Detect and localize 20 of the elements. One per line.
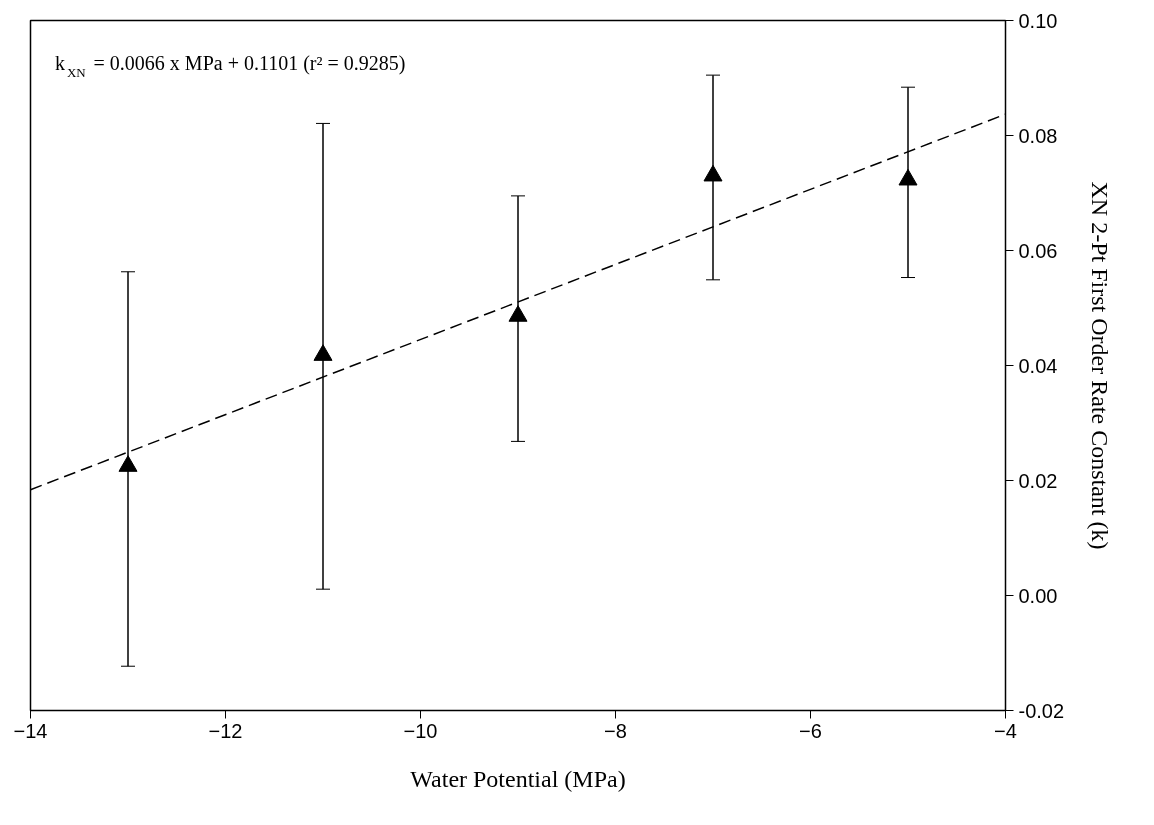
point (313, 344, 333, 361)
y-tick-label: 0.04 (1018, 354, 1058, 377)
point (703, 164, 723, 182)
x-tick-label: −14 (13, 719, 48, 742)
point (508, 305, 528, 322)
y-axis-title: XN 2-Pt First Order Rate Constant (k) (1087, 181, 1114, 550)
x-tick-label: −6 (799, 719, 822, 742)
x-axis-title: Water Potential (MPa) (410, 765, 626, 792)
x-tick-label: −10 (403, 719, 438, 742)
point (118, 455, 138, 472)
y-tick-label: -0.02 (1018, 699, 1065, 722)
x-tick-label: −12 (208, 719, 243, 742)
y-tick-label: 0.10 (1018, 9, 1058, 32)
y-tick-label: 0.02 (1018, 469, 1058, 492)
y-tick-label: 0.06 (1018, 239, 1058, 262)
x-tick-label: −8 (604, 719, 627, 742)
y-tick-label: 0.08 (1018, 124, 1058, 147)
x-tick-label: −4 (994, 719, 1017, 742)
y-tick-label: 0.00 (1018, 584, 1058, 607)
point (898, 168, 918, 186)
